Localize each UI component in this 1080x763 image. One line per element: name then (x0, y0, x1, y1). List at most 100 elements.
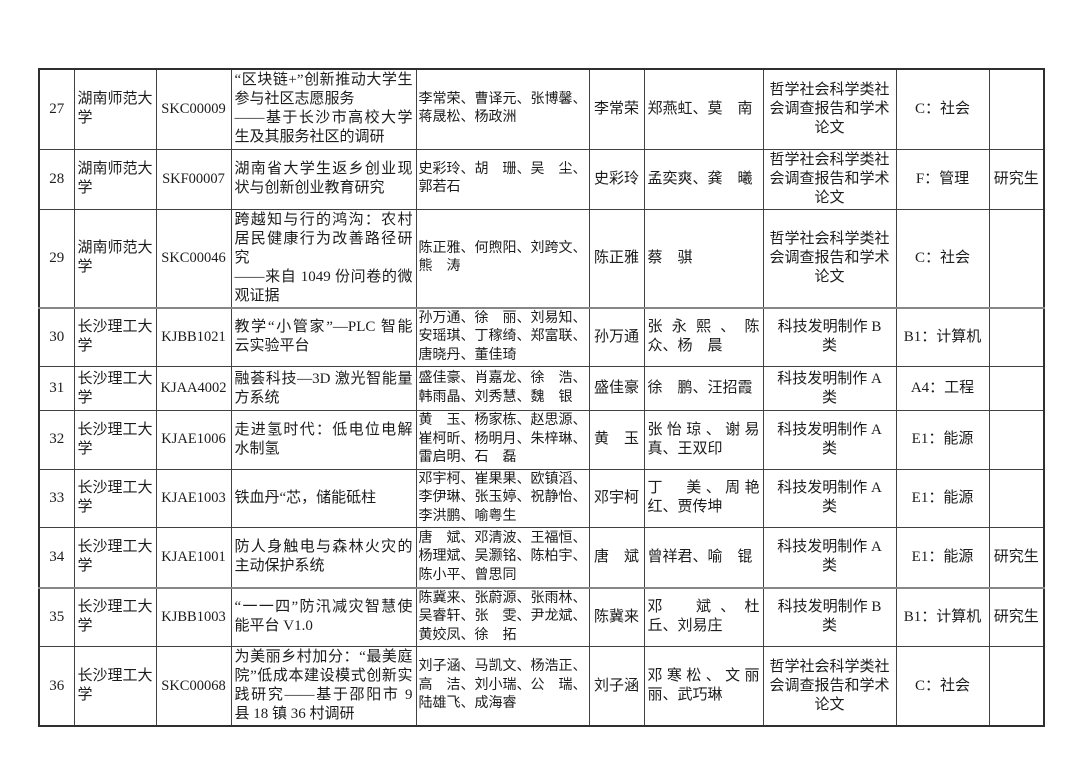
team-leader: 黄 玉 (588, 410, 645, 470)
row-number: 29 (38, 208, 75, 308)
discipline-code: C：社会 (895, 68, 990, 150)
university-name: 湖南师范大学 (73, 208, 157, 308)
project-code: SKF00007 (155, 148, 232, 210)
project-title: 跨越知与行的鸿沟：农村居民健康行为改善路径研究 ——来自 1049 份问卷的微观… (230, 208, 417, 308)
project-code: SKC00068 (155, 646, 232, 727)
project-title: 防人身触电与森林火灾的主动保护系统 (230, 527, 417, 588)
advisors: 邓 斌、杜 丘、刘易庄 (643, 586, 764, 647)
advisors: 张永熙、陈 众、杨 晨 (643, 306, 764, 367)
team-members: 盛佳豪、肖嘉龙、徐 浩、韩雨晶、刘秀慧、魏 银 (415, 366, 590, 411)
entry-category: 科技发明制作 B 类 (762, 306, 897, 367)
discipline-code: E1：能源 (895, 527, 990, 588)
student-type: 研究生 (988, 586, 1045, 647)
advisors: 蔡 骐 (643, 208, 764, 308)
university-name: 长沙理工大学 (73, 527, 157, 588)
entry-category: 哲学社会科学类社会调查报告和学术论文 (762, 148, 897, 210)
university-name: 湖南师范大学 (73, 148, 157, 210)
team-members: 陈正雅、何煦阳、刘跨文、熊 涛 (415, 208, 590, 308)
discipline-code: E1：能源 (895, 468, 990, 528)
advisors: 丁 美、周艳红、贾传坤 (643, 468, 764, 528)
table-row: 31 长沙理工大学 KJAA4002 融荟科技—3D 激光智能量方系统 盛佳豪、… (38, 366, 1045, 411)
table-row: 33 长沙理工大学 KJAE1003 铁血丹“芯，储能砥柱 邓宇柯、崔果果、欧镇… (38, 468, 1045, 528)
row-number: 32 (38, 410, 75, 470)
student-type (988, 208, 1045, 308)
team-leader: 盛佳豪 (588, 366, 645, 411)
award-table: 27 湖南师范大学 SKC00009 “区块链+”创新推动大学生参与社区志愿服务… (38, 68, 1045, 727)
row-number: 33 (38, 468, 75, 528)
student-type: 研究生 (988, 527, 1045, 588)
entry-category: 科技发明制作 A 类 (762, 410, 897, 470)
discipline-code: B1：计算机 (895, 586, 990, 647)
student-type (988, 410, 1045, 470)
university-name: 长沙理工大学 (73, 410, 157, 470)
team-leader: 史彩玲 (588, 148, 645, 210)
team-members: 黄 玉、杨家栋、赵思源、崔柯昕、杨明月、朱梓琳、雷启明、石 磊 (415, 410, 590, 470)
university-name: 长沙理工大学 (73, 306, 157, 367)
team-members: 邓宇柯、崔果果、欧镇滔、李伊琳、张玉婷、祝静怡、李洪鹏、喻粤生 (415, 468, 590, 528)
student-type (988, 468, 1045, 528)
advisors: 张怡琼、谢易真、王双印 (643, 410, 764, 470)
team-members: 唐 斌、邓清波、王福恒、杨理斌、吴灏铭、陈柏宇、陈小平、曾思同 (415, 527, 590, 588)
entry-category: 科技发明制作 A 类 (762, 468, 897, 528)
student-type (988, 68, 1045, 150)
advisors: 郑燕虹、莫 南 (643, 68, 764, 150)
row-number: 31 (38, 366, 75, 411)
team-leader: 李常荣 (588, 68, 645, 150)
team-members: 李常荣、曹译元、张博馨、蒋晟松、杨政洲 (415, 68, 590, 150)
row-number: 35 (38, 586, 75, 647)
project-code: KJAE1006 (155, 410, 232, 470)
team-leader: 孙万通 (588, 306, 645, 367)
discipline-code: A4：工程 (895, 366, 990, 411)
project-code: KJAE1001 (155, 527, 232, 588)
project-title: 湖南省大学生返乡创业现状与创新创业教育研究 (230, 148, 417, 210)
entry-category: 哲学社会科学类社会调查报告和学术论文 (762, 208, 897, 308)
discipline-code: E1：能源 (895, 410, 990, 470)
university-name: 长沙理工大学 (73, 646, 157, 727)
student-type (988, 306, 1045, 367)
student-type (988, 366, 1045, 411)
team-members: 刘子涵、马凯文、杨浩正、高 洁、刘小瑞、公 瑞、陆雄飞、成海睿 (415, 646, 590, 727)
table-row: 32 长沙理工大学 KJAE1006 走进氢时代：低电位电解水制氢 黄 玉、杨家… (38, 410, 1045, 470)
project-title: 融荟科技—3D 激光智能量方系统 (230, 366, 417, 411)
student-type: 研究生 (988, 148, 1045, 210)
university-name: 长沙理工大学 (73, 586, 157, 647)
discipline-code: F：管理 (895, 148, 990, 210)
team-leader: 刘子涵 (588, 646, 645, 727)
advisors: 孟奕爽、龚 曦 (643, 148, 764, 210)
row-number: 34 (38, 527, 75, 588)
entry-category: 哲学社会科学类社会调查报告和学术论文 (762, 646, 897, 727)
project-code: KJBB1003 (155, 586, 232, 647)
discipline-code: B1：计算机 (895, 306, 990, 367)
university-name: 长沙理工大学 (73, 366, 157, 411)
university-name: 湖南师范大学 (73, 68, 157, 150)
project-title: 教学“小管家”—PLC 智能云实验平台 (230, 306, 417, 367)
team-members: 史彩玲、胡 珊、吴 尘、郭若石 (415, 148, 590, 210)
project-title: “一一四”防汛减灾智慧使能平台 V1.0 (230, 586, 417, 647)
row-number: 36 (38, 646, 75, 727)
team-leader: 唐 斌 (588, 527, 645, 588)
team-leader: 邓宇柯 (588, 468, 645, 528)
table-row: 36 长沙理工大学 SKC00068 为美丽乡村加分：“最美庭院”低成本建设模式… (38, 646, 1045, 727)
discipline-code: C：社会 (895, 646, 990, 727)
student-type (988, 646, 1045, 727)
project-code: KJAA4002 (155, 366, 232, 411)
project-title: 铁血丹“芯，储能砥柱 (230, 468, 417, 528)
row-number: 27 (38, 68, 75, 150)
team-leader: 陈冀来 (588, 586, 645, 647)
project-title: “区块链+”创新推动大学生参与社区志愿服务 ——基于长沙市高校大学生及其服务社区… (230, 68, 417, 150)
advisors: 邓寒松、文丽丽、武巧琳 (643, 646, 764, 727)
table-row: 34 长沙理工大学 KJAE1001 防人身触电与森林火灾的主动保护系统 唐 斌… (38, 527, 1045, 588)
table-row: 27 湖南师范大学 SKC00009 “区块链+”创新推动大学生参与社区志愿服务… (38, 68, 1045, 150)
advisors: 徐 鹏、汪招霞 (643, 366, 764, 411)
discipline-code: C：社会 (895, 208, 990, 308)
table-row: 35 长沙理工大学 KJBB1003 “一一四”防汛减灾智慧使能平台 V1.0 … (38, 586, 1045, 647)
table-row: 30 长沙理工大学 KJBB1021 教学“小管家”—PLC 智能云实验平台 孙… (38, 306, 1045, 367)
project-code: KJAE1003 (155, 468, 232, 528)
project-title: 为美丽乡村加分：“最美庭院”低成本建设模式创新实践研究——基于邵阳市 9 县 1… (230, 646, 417, 727)
advisors: 曾祥君、喻 锟 (643, 527, 764, 588)
entry-category: 科技发明制作 A 类 (762, 366, 897, 411)
entry-category: 哲学社会科学类社会调查报告和学术论文 (762, 68, 897, 150)
table-row: 28 湖南师范大学 SKF00007 湖南省大学生返乡创业现状与创新创业教育研究… (38, 148, 1045, 210)
project-code: SKC00046 (155, 208, 232, 308)
team-members: 陈冀来、张蔚源、张雨林、吴睿轩、张 雯、尹龙斌、黄姣凤、徐 拓 (415, 586, 590, 647)
